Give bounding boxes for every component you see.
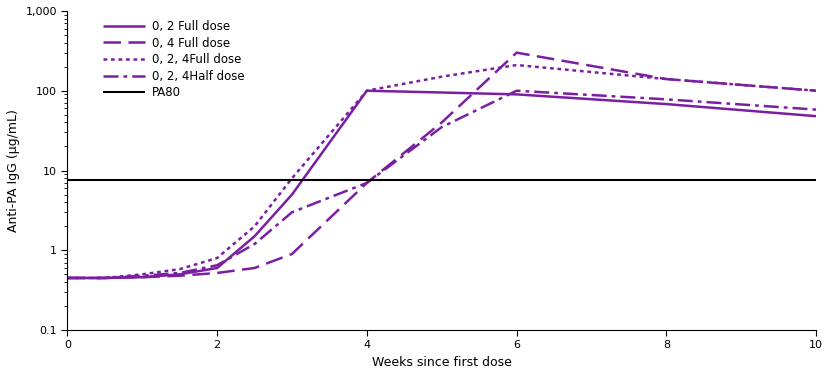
X-axis label: Weeks since first dose: Weeks since first dose <box>372 356 511 369</box>
Legend: 0, 2 Full dose, 0, 4 Full dose, 0, 2, 4Full dose, 0, 2, 4Half dose, PA80: 0, 2 Full dose, 0, 4 Full dose, 0, 2, 4F… <box>103 20 244 99</box>
Y-axis label: Anti-PA IgG (μg/mL): Anti-PA IgG (μg/mL) <box>7 109 20 232</box>
